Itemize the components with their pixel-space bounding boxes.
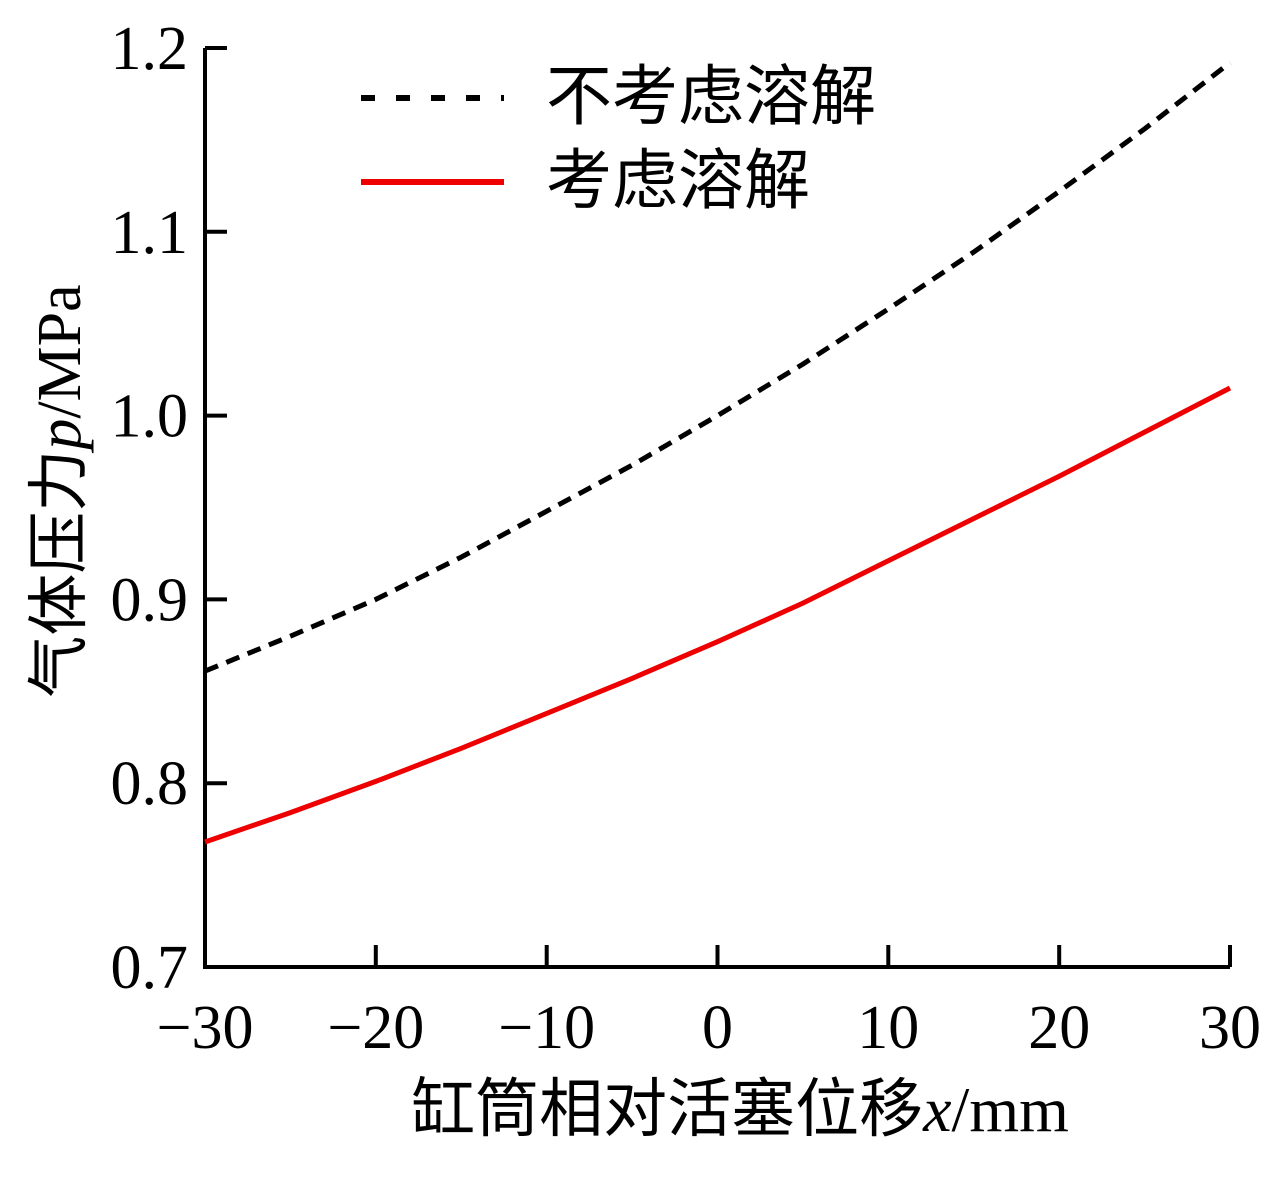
- y-tick-label: 0.8: [111, 750, 189, 818]
- legend-item-dissolution: 考虑溶解: [361, 140, 876, 224]
- y-tick-label: 0.7: [111, 934, 189, 1002]
- y-axis-unit: /MPa: [26, 284, 94, 419]
- x-axis-title: 缸筒相对活塞位移x/mm: [192, 1072, 1288, 1148]
- x-axis-title-text: 缸筒相对活塞位移: [411, 1074, 924, 1145]
- solid-line-sample: [361, 179, 504, 185]
- legend-item-no-dissolution: 不考虑溶解: [361, 56, 876, 140]
- dashed-line-sample: [361, 95, 504, 101]
- x-tick-label: −10: [498, 994, 595, 1062]
- series-line-no-dissolution: [204, 60, 1232, 674]
- legend-label-dissolution: 考虑溶解: [546, 145, 810, 218]
- y-tick-label: 1.1: [111, 199, 189, 267]
- legend-label-no-dissolution: 不考虑溶解: [546, 61, 876, 134]
- y-tick-label: 0.9: [111, 566, 189, 634]
- y-axis-title: 气体压力p/MPa: [26, 271, 94, 711]
- x-tick-label: 0: [702, 994, 733, 1062]
- y-axis-symbol: p: [26, 418, 94, 450]
- y-axis-title-text: 气体压力: [26, 449, 94, 698]
- series-line-dissolution: [204, 385, 1232, 845]
- x-tick-label: 20: [1028, 994, 1090, 1062]
- x-tick-label: −30: [157, 994, 254, 1062]
- x-tick-label: −20: [327, 994, 424, 1062]
- x-axis-symbol: x: [923, 1074, 952, 1145]
- y-tick-label: 1.0: [111, 383, 189, 451]
- x-tick-label: 10: [857, 994, 919, 1062]
- y-tick-label: 1.2: [111, 15, 189, 83]
- x-tick-label: 30: [1199, 994, 1261, 1062]
- x-axis-unit: /mm: [951, 1074, 1069, 1145]
- legend: 不考虑溶解 考虑溶解: [361, 56, 876, 224]
